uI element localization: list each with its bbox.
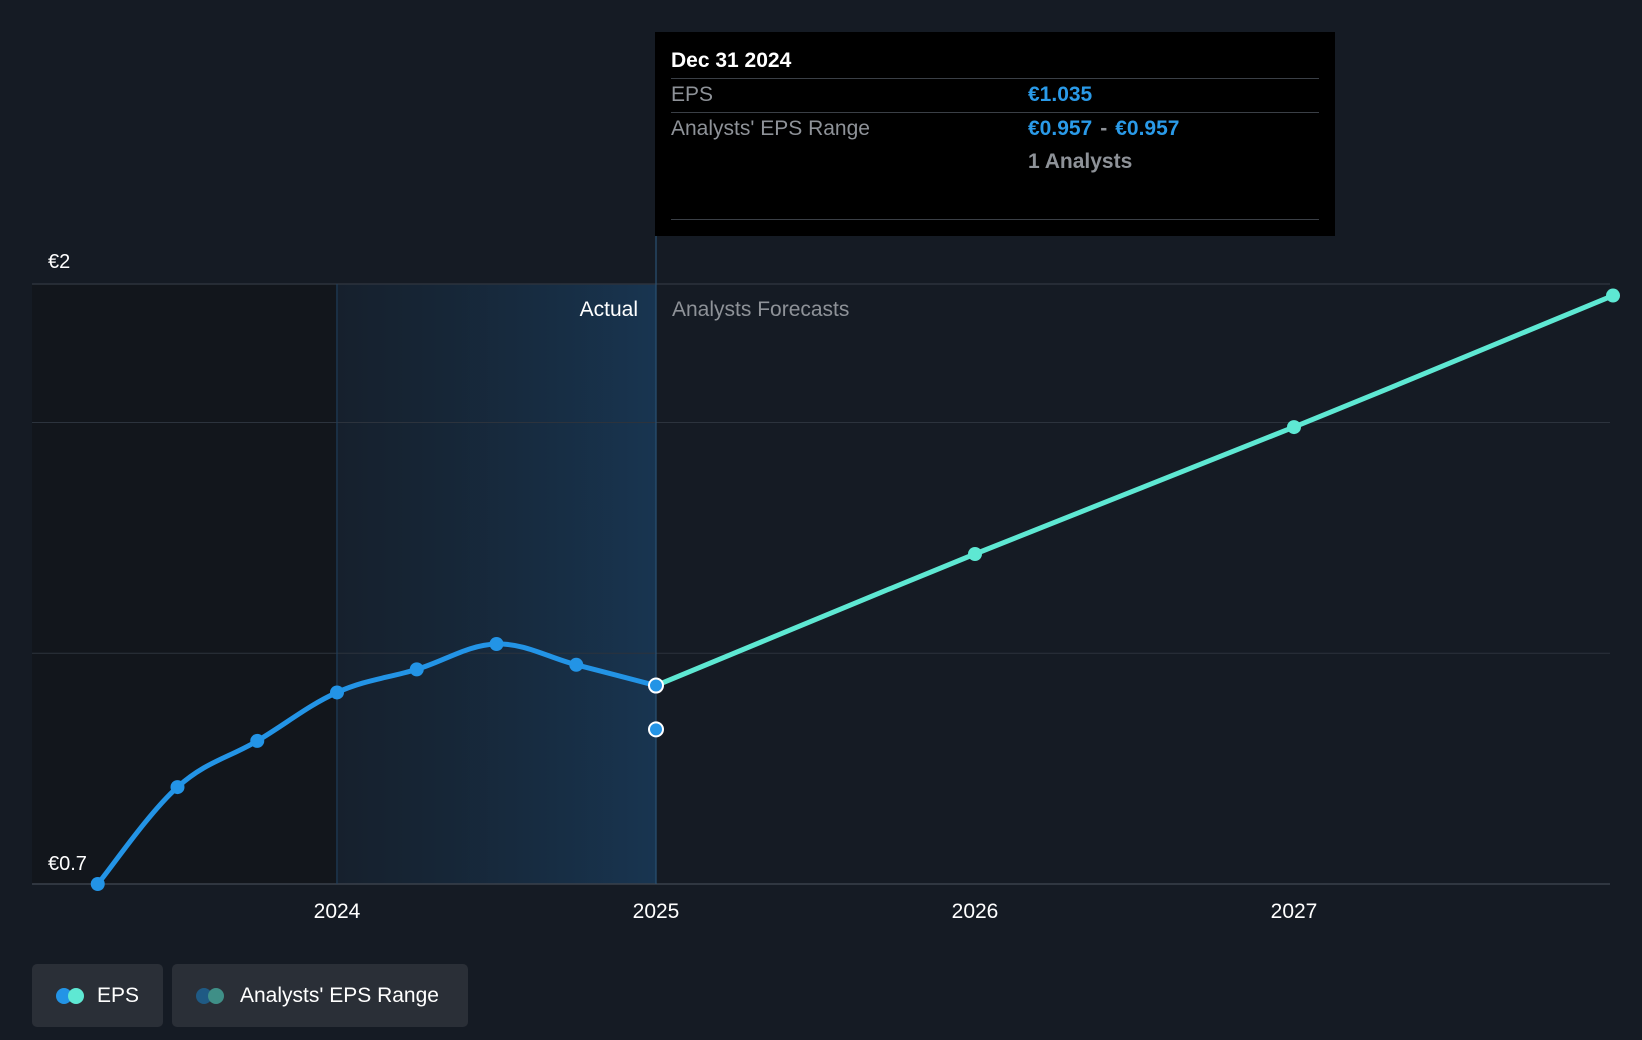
eps-forecast-point — [968, 547, 982, 561]
y-tick-label: €2 — [48, 251, 70, 273]
legend-range-label: Analysts' EPS Range — [240, 983, 439, 1007]
eps-actual-point — [170, 780, 185, 795]
eps-actual-point — [90, 877, 105, 891]
tooltip-range-low: €0.957 — [1028, 117, 1093, 140]
eps-actual-point — [489, 637, 504, 651]
eps-actual-point — [409, 662, 424, 677]
x-tick-label: 2026 — [952, 900, 999, 923]
actual-region-label: Actual — [580, 298, 638, 321]
eps-forecast-line — [653, 293, 1616, 689]
tooltip-range-label: Analysts' EPS Range — [671, 117, 870, 140]
legend-eps-label: EPS — [96, 983, 139, 1007]
tooltip-eps-row: EPS €1.035 — [671, 79, 1319, 113]
eps-range-point — [648, 721, 664, 738]
tooltip-range-row: Analysts' EPS Range €0.957 - €0.957 — [671, 113, 1319, 146]
past-region-shade — [32, 284, 336, 884]
forecast-region-label: Analysts Forecasts — [672, 298, 849, 321]
tooltip-date: Dec 31 2024 — [671, 46, 1319, 79]
tooltip-range-separator: - — [1100, 117, 1108, 140]
legend-eps-button[interactable]: EPS — [32, 964, 163, 1027]
tooltip-eps-label: EPS — [671, 83, 714, 106]
legend-range-swatch — [196, 987, 226, 1004]
eps-actual-point — [569, 657, 584, 672]
tooltip-divider — [671, 219, 1319, 220]
legend-range-button[interactable]: Analysts' EPS Range — [172, 964, 468, 1027]
eps-forecast-point — [1287, 420, 1301, 435]
eps-actual-point — [330, 685, 344, 700]
legend-eps-swatch — [56, 987, 84, 1004]
tooltip-range-high: €0.957 — [1115, 117, 1180, 140]
eps-highlight-point — [648, 677, 664, 694]
tooltip-eps-value: €1.035 — [1028, 83, 1093, 106]
x-tick-label: 2024 — [314, 900, 361, 923]
eps-actual-point — [250, 733, 265, 748]
tooltip-analysts-row: 1 Analysts — [671, 146, 1319, 179]
tooltip: Dec 31 2024 EPS €1.035 Analysts' EPS Ran… — [655, 32, 1335, 236]
x-tick-label: 2025 — [633, 900, 680, 923]
tooltip-analysts-count: 1 Analysts — [1028, 150, 1133, 173]
actual-region-shade — [336, 284, 656, 884]
y-tick-label: €0.7 — [48, 853, 87, 875]
eps-forecast-point — [1606, 288, 1620, 303]
x-tick-label: 2027 — [1271, 900, 1318, 923]
